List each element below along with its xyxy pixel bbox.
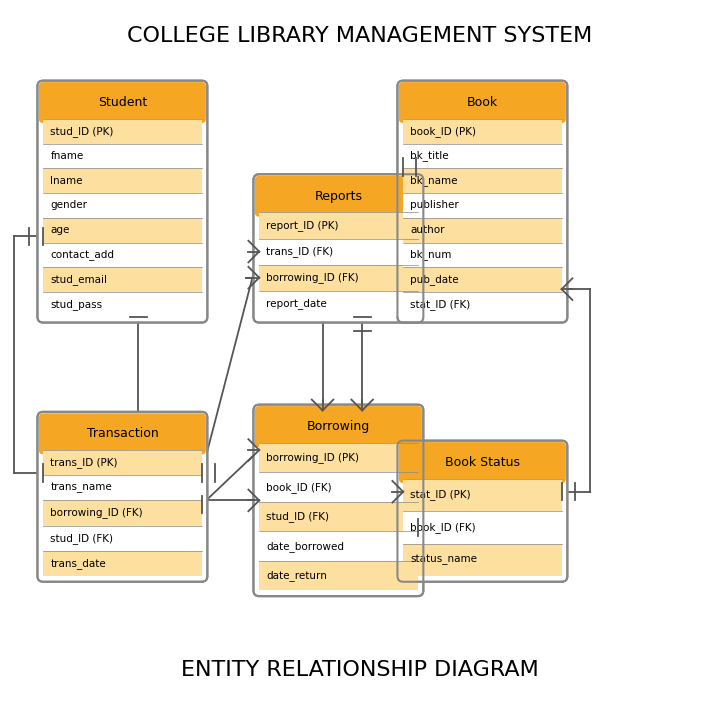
- FancyBboxPatch shape: [397, 441, 567, 582]
- Text: contact_add: contact_add: [50, 249, 114, 261]
- Text: pub_date: pub_date: [410, 274, 459, 285]
- Text: stat_ID (FK): stat_ID (FK): [410, 299, 471, 310]
- FancyBboxPatch shape: [253, 405, 423, 596]
- Text: bk_num: bk_num: [410, 249, 451, 261]
- Bar: [259, 443, 418, 472]
- Bar: [403, 119, 562, 143]
- Bar: [43, 526, 202, 551]
- Text: status_name: status_name: [410, 554, 477, 565]
- Bar: [43, 193, 202, 218]
- FancyBboxPatch shape: [37, 81, 207, 323]
- Text: ENTITY RELATIONSHIP DIAGRAM: ENTITY RELATIONSHIP DIAGRAM: [181, 660, 539, 680]
- Bar: [43, 500, 202, 526]
- Bar: [43, 217, 202, 243]
- FancyBboxPatch shape: [399, 442, 566, 483]
- Text: date_return: date_return: [266, 570, 328, 581]
- Text: trans_date: trans_date: [50, 558, 106, 569]
- Text: borrowing_ID (PK): borrowing_ID (PK): [266, 452, 359, 463]
- Text: COLLEGE LIBRARY MANAGEMENT SYSTEM: COLLEGE LIBRARY MANAGEMENT SYSTEM: [127, 26, 593, 46]
- Text: trans_ID (FK): trans_ID (FK): [266, 246, 333, 257]
- Bar: [43, 292, 202, 317]
- Bar: [43, 143, 202, 168]
- Text: report_date: report_date: [266, 298, 327, 309]
- Text: bk_name: bk_name: [410, 175, 458, 186]
- Bar: [259, 291, 418, 317]
- Text: report_ID (PK): report_ID (PK): [266, 220, 339, 231]
- Text: borrowing_ID (FK): borrowing_ID (FK): [266, 272, 359, 283]
- FancyBboxPatch shape: [37, 412, 207, 582]
- Text: fname: fname: [50, 151, 84, 161]
- Bar: [259, 531, 418, 561]
- Text: trans_ID (PK): trans_ID (PK): [50, 457, 118, 468]
- Text: Book Status: Book Status: [445, 456, 520, 469]
- Bar: [259, 212, 418, 238]
- Bar: [43, 168, 202, 193]
- Bar: [43, 119, 202, 143]
- Text: stat_ID (PK): stat_ID (PK): [410, 490, 471, 500]
- Bar: [259, 265, 418, 291]
- Text: stud_pass: stud_pass: [50, 299, 102, 310]
- Text: date_borrowed: date_borrowed: [266, 541, 344, 552]
- Bar: [403, 479, 562, 511]
- Bar: [43, 243, 202, 267]
- Bar: [43, 267, 202, 292]
- Bar: [259, 561, 418, 590]
- Bar: [259, 238, 418, 265]
- Text: borrowing_ID (FK): borrowing_ID (FK): [50, 508, 143, 518]
- Bar: [403, 193, 562, 218]
- Text: book_ID (FK): book_ID (FK): [410, 522, 476, 533]
- Bar: [403, 243, 562, 267]
- Bar: [259, 502, 418, 531]
- FancyBboxPatch shape: [39, 82, 206, 123]
- Bar: [403, 267, 562, 292]
- Text: stud_ID (FK): stud_ID (FK): [50, 533, 114, 544]
- Bar: [403, 511, 562, 544]
- Text: Reports: Reports: [315, 189, 362, 203]
- Bar: [43, 450, 202, 475]
- Text: Student: Student: [98, 96, 147, 109]
- Text: gender: gender: [50, 200, 87, 210]
- Bar: [259, 472, 418, 502]
- Text: trans_name: trans_name: [50, 482, 112, 493]
- Text: stud_email: stud_email: [50, 274, 107, 285]
- FancyBboxPatch shape: [253, 174, 423, 323]
- Text: bk_title: bk_title: [410, 150, 449, 161]
- Text: stud_ID (FK): stud_ID (FK): [266, 511, 329, 522]
- Bar: [43, 551, 202, 576]
- Text: Borrowing: Borrowing: [307, 420, 370, 433]
- FancyBboxPatch shape: [255, 406, 422, 447]
- Text: lname: lname: [50, 176, 83, 186]
- Bar: [403, 168, 562, 193]
- FancyBboxPatch shape: [399, 82, 566, 123]
- Text: stud_ID (PK): stud_ID (PK): [50, 126, 114, 137]
- Bar: [43, 475, 202, 500]
- Text: age: age: [50, 225, 70, 235]
- Text: Book: Book: [467, 96, 498, 109]
- Text: book_ID (FK): book_ID (FK): [266, 482, 332, 492]
- FancyBboxPatch shape: [397, 81, 567, 323]
- Bar: [403, 217, 562, 243]
- Text: author: author: [410, 225, 445, 235]
- Text: publisher: publisher: [410, 200, 459, 210]
- Text: Transaction: Transaction: [86, 427, 158, 441]
- Text: book_ID (PK): book_ID (PK): [410, 126, 477, 137]
- FancyBboxPatch shape: [39, 413, 206, 454]
- Bar: [403, 544, 562, 576]
- FancyBboxPatch shape: [255, 176, 422, 217]
- Bar: [403, 143, 562, 168]
- Bar: [403, 292, 562, 317]
